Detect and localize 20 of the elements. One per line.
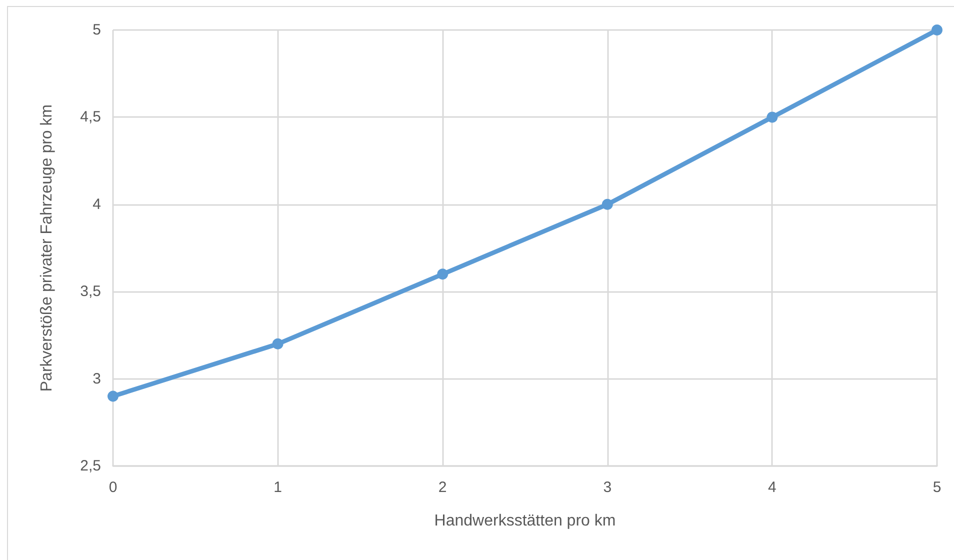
y-tick-label: 2,5 — [80, 458, 101, 474]
x-tick-label: 2 — [438, 479, 447, 496]
x-axis-title: Handwerksstätten pro km — [434, 512, 616, 530]
x-tick-label: 3 — [603, 479, 612, 496]
y-tick-label: 4,5 — [80, 108, 101, 126]
point — [108, 390, 118, 402]
point — [272, 338, 284, 350]
x-tick-label: 5 — [932, 479, 942, 496]
point — [437, 268, 448, 280]
point — [602, 198, 613, 210]
x-tick-label: 1 — [274, 479, 282, 496]
point — [766, 112, 778, 123]
y-tick-label: 3 — [92, 370, 101, 388]
x-tick-label: 0 — [108, 479, 118, 496]
x-tick-label: 4 — [768, 479, 776, 496]
point — [932, 24, 942, 36]
y-tick-label: 5 — [92, 22, 101, 38]
y-tick-label: 4 — [92, 196, 101, 213]
y-axis-title: Parkverstöße privater Fahrzeuge pro km — [38, 104, 56, 392]
y-tick-label: 3,5 — [80, 283, 101, 300]
